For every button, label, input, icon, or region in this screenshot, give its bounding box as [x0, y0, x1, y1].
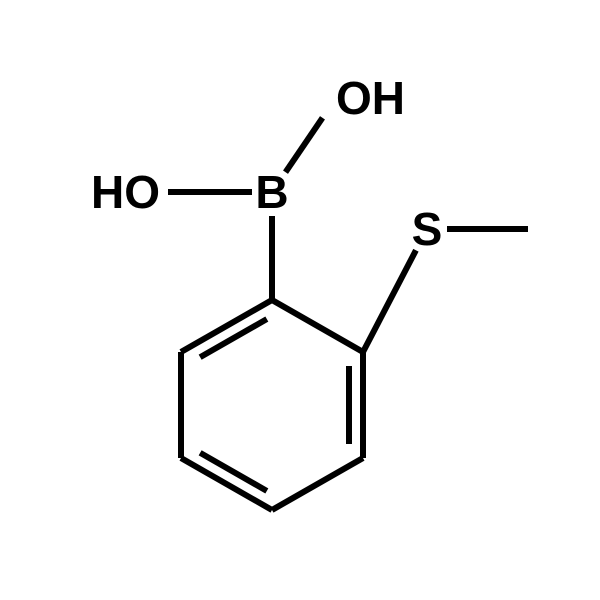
- atom-label: HO: [91, 166, 160, 218]
- bond: [363, 250, 416, 352]
- ring-bond: [272, 300, 363, 352]
- atom-label: B: [255, 166, 288, 218]
- ring-bond: [272, 458, 363, 510]
- bond: [286, 118, 323, 172]
- atom-label: OH: [336, 72, 405, 124]
- molecule-diagram: B S OH HO: [0, 0, 600, 600]
- atom-label: S: [412, 203, 443, 255]
